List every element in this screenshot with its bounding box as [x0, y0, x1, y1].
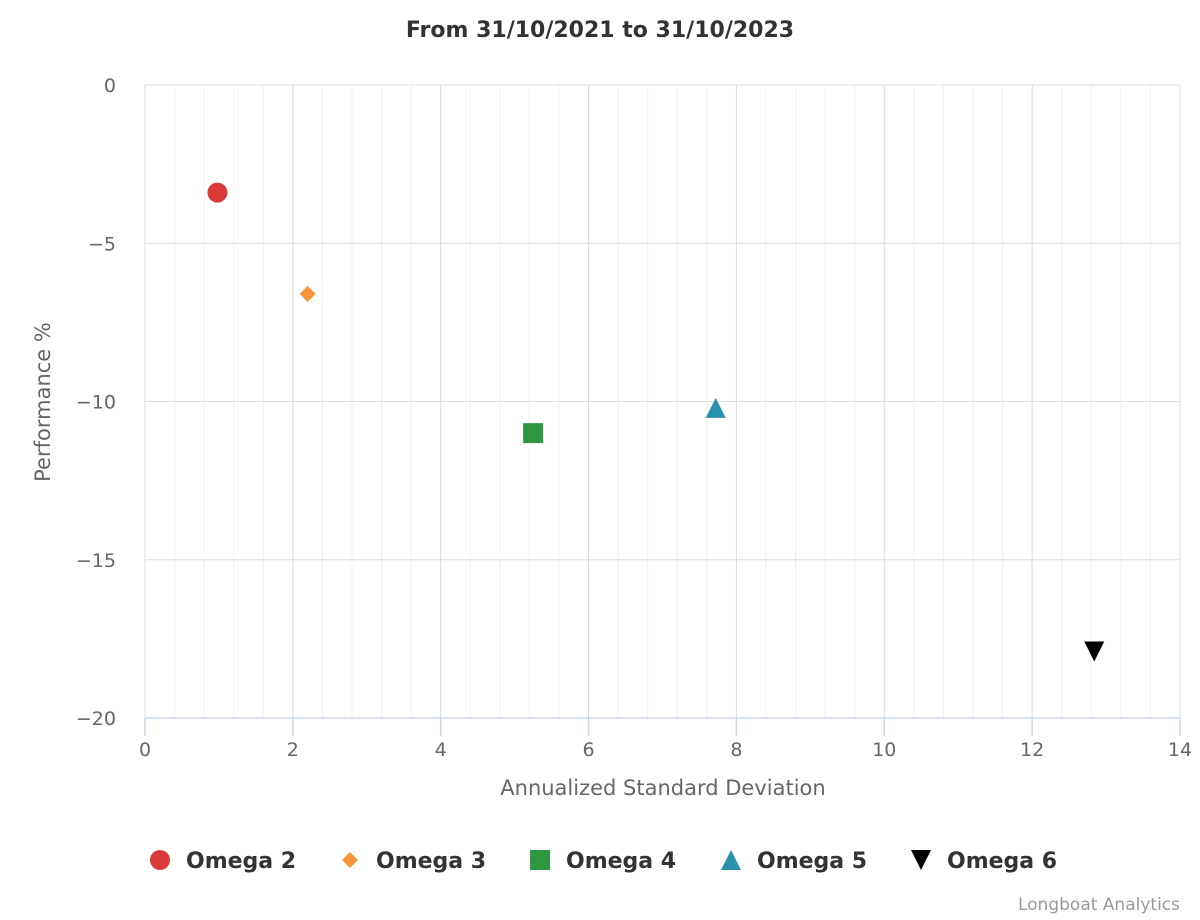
legend-label: Omega 3 — [376, 849, 486, 874]
y-tick-label: −10 — [76, 392, 116, 414]
legend: Omega 2 Omega 3 Omega 4 Omega 5 Omega 6 — [150, 849, 1057, 874]
chart-title: From 31/10/2021 to 31/10/2023 — [406, 18, 794, 43]
legend-marker[interactable] — [150, 850, 170, 870]
y-axis-title: Performance % — [31, 322, 55, 482]
legend-marker[interactable] — [911, 850, 931, 870]
x-axis-title: Annualized Standard Deviation — [500, 776, 825, 800]
y-tick-label: 0 — [104, 75, 116, 97]
legend-label: Omega 6 — [947, 849, 1057, 874]
x-tick-label: 6 — [583, 739, 595, 761]
legend-item-omega-5[interactable]: Omega 5 — [721, 849, 867, 874]
data-point-omega-2[interactable] — [207, 182, 228, 203]
major-gridlines — [144, 84, 1181, 718]
legend-item-omega-6[interactable]: Omega 6 — [911, 849, 1057, 874]
legend-marker[interactable] — [530, 850, 550, 870]
data-point-omega-6[interactable] — [1084, 641, 1105, 662]
x-tick-label: 8 — [730, 739, 742, 761]
y-tick-label: −20 — [76, 708, 116, 730]
legend-item-omega-2[interactable]: Omega 2 — [150, 849, 296, 874]
legend-marker[interactable] — [342, 852, 358, 868]
x-tick-label: 0 — [139, 739, 151, 761]
legend-label: Omega 4 — [566, 849, 676, 874]
x-tick-label: 2 — [287, 739, 299, 761]
x-tick-label: 14 — [1168, 739, 1192, 761]
y-axis-ticks: 0 −5 −10 −15 −20 — [76, 75, 116, 730]
legend-label: Omega 2 — [186, 849, 296, 874]
legend-item-omega-3[interactable]: Omega 3 — [342, 849, 486, 874]
chart-credit[interactable]: Longboat Analytics — [1018, 895, 1180, 915]
data-point-omega-4[interactable] — [523, 423, 544, 444]
y-tick-label: −5 — [88, 233, 116, 255]
x-tick-label: 12 — [1020, 739, 1044, 761]
legend-marker[interactable] — [721, 850, 741, 870]
legend-item-omega-4[interactable]: Omega 4 — [530, 849, 676, 874]
data-point-omega-5[interactable] — [705, 397, 726, 418]
legend-label: Omega 5 — [757, 849, 867, 874]
x-tick-label: 4 — [435, 739, 447, 761]
y-tick-label: −15 — [76, 550, 116, 572]
x-axis: 0 2 4 6 8 10 12 14 — [139, 717, 1192, 761]
x-tick-label: 10 — [872, 739, 896, 761]
data-point-omega-3[interactable] — [299, 285, 316, 302]
data-points — [207, 182, 1105, 662]
